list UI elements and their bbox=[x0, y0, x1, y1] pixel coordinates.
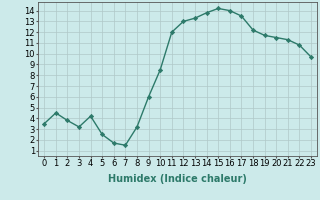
X-axis label: Humidex (Indice chaleur): Humidex (Indice chaleur) bbox=[108, 174, 247, 184]
